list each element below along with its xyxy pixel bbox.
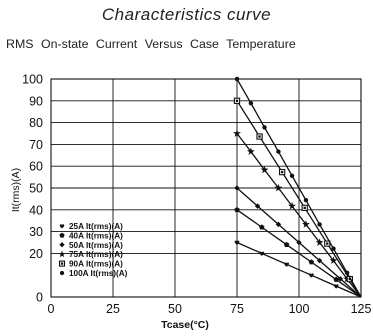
marker-inner bbox=[258, 135, 261, 138]
legend-label: 90A It(rms)(A) bbox=[69, 260, 123, 269]
data-point bbox=[259, 224, 265, 230]
y-tick-label: 60 bbox=[29, 160, 43, 174]
data-point bbox=[234, 206, 240, 213]
x-tick-label: 25 bbox=[106, 302, 120, 316]
data-point bbox=[296, 239, 302, 246]
series-100A bbox=[234, 76, 362, 298]
legend-marker bbox=[59, 232, 65, 238]
marker-inner bbox=[326, 242, 329, 245]
data-point bbox=[260, 165, 269, 174]
data-point bbox=[337, 276, 344, 282]
marker-inner bbox=[235, 99, 239, 102]
marker-inner bbox=[60, 262, 64, 265]
data-point bbox=[283, 241, 290, 247]
series-40A bbox=[234, 206, 362, 298]
data-point bbox=[234, 240, 240, 245]
y-tick-label: 40 bbox=[29, 203, 43, 217]
legend-label: 75A It(rms)(A) bbox=[69, 250, 123, 259]
legend-item: 75A It(rms)(A) bbox=[58, 250, 123, 259]
legend-item: 25A It(rms)(A) bbox=[59, 222, 123, 231]
data-point bbox=[331, 246, 336, 251]
y-tick-label: 30 bbox=[29, 225, 43, 239]
chart-title: Characteristics curve bbox=[101, 5, 272, 24]
data-point bbox=[284, 262, 289, 267]
y-tick-label: 0 bbox=[36, 291, 43, 305]
data-point bbox=[301, 220, 310, 228]
legend-marker bbox=[58, 250, 66, 258]
x-tick-label: 50 bbox=[168, 302, 182, 316]
series-line bbox=[236, 78, 362, 298]
data-point bbox=[276, 149, 281, 154]
legend-item: 90A It(rms)(A) bbox=[58, 260, 123, 269]
y-tick-label: 70 bbox=[29, 138, 43, 152]
y-tick-label: 50 bbox=[29, 182, 43, 196]
y-tick-label: 100 bbox=[22, 73, 43, 87]
legend-label: 50A It(rms)(A) bbox=[69, 241, 123, 250]
series-line bbox=[236, 133, 362, 298]
data-point bbox=[309, 273, 314, 278]
series-75A bbox=[233, 129, 362, 298]
data-point bbox=[303, 197, 309, 203]
legend-marker bbox=[59, 224, 65, 229]
y-axis-label: It(rms)(A) bbox=[10, 168, 22, 212]
data-point bbox=[248, 100, 254, 106]
data-point bbox=[333, 284, 339, 289]
marker-inner bbox=[303, 206, 306, 210]
data-point bbox=[262, 125, 267, 130]
data-point bbox=[254, 203, 261, 209]
y-tick-label: 20 bbox=[29, 247, 43, 261]
legend-label: 100A It(rms)(A) bbox=[69, 269, 128, 278]
legend-item: 100A It(rms)(A) bbox=[59, 269, 128, 278]
legend: 25A It(rms)(A)40A It(rms)(A)50A It(rms)(… bbox=[58, 222, 128, 278]
series-90A bbox=[233, 97, 362, 298]
legend-label: 25A It(rms)(A) bbox=[69, 222, 123, 231]
data-point bbox=[288, 201, 297, 210]
data-point bbox=[259, 251, 265, 256]
data-point bbox=[344, 270, 350, 276]
series-50A bbox=[234, 185, 362, 298]
data-point bbox=[315, 238, 324, 246]
marker-inner bbox=[280, 170, 284, 174]
chart-subtitle: RMS On-state Current Versus Case Tempera… bbox=[6, 37, 296, 51]
legend-item: 40A It(rms)(A) bbox=[59, 231, 123, 240]
data-point bbox=[234, 76, 240, 82]
series-line bbox=[236, 209, 362, 298]
data-point bbox=[316, 257, 323, 264]
series-25A bbox=[234, 240, 362, 298]
data-point bbox=[275, 221, 282, 228]
data-point bbox=[329, 256, 338, 264]
y-tick-label: 80 bbox=[29, 116, 43, 130]
legend-item: 50A It(rms)(A) bbox=[59, 241, 123, 250]
y-tick-label: 90 bbox=[29, 94, 43, 108]
data-point bbox=[233, 129, 241, 137]
series-line bbox=[236, 241, 362, 298]
legend-label: 40A It(rms)(A) bbox=[69, 231, 123, 240]
data-point bbox=[246, 147, 255, 155]
marker-inner bbox=[348, 277, 352, 281]
grid-layer bbox=[50, 78, 362, 298]
data-point bbox=[333, 276, 339, 282]
x-tick-label: 125 bbox=[351, 302, 372, 316]
data-point bbox=[317, 222, 322, 227]
tick-layer: 0 25 50 75 100 125 0 20 30 40 50 60 70 80 90 100 bbox=[22, 73, 371, 317]
x-tick-label: 100 bbox=[289, 302, 310, 316]
x-tick-label: 0 bbox=[48, 302, 55, 316]
legend-marker bbox=[59, 242, 65, 248]
series-layer bbox=[233, 76, 362, 298]
data-point bbox=[234, 185, 240, 191]
data-point bbox=[289, 173, 295, 179]
data-point bbox=[308, 259, 315, 265]
x-axis-label: Tcase(°C) bbox=[161, 319, 209, 331]
x-tick-label: 75 bbox=[230, 302, 244, 316]
legend-marker bbox=[59, 270, 65, 276]
data-point bbox=[274, 183, 283, 192]
